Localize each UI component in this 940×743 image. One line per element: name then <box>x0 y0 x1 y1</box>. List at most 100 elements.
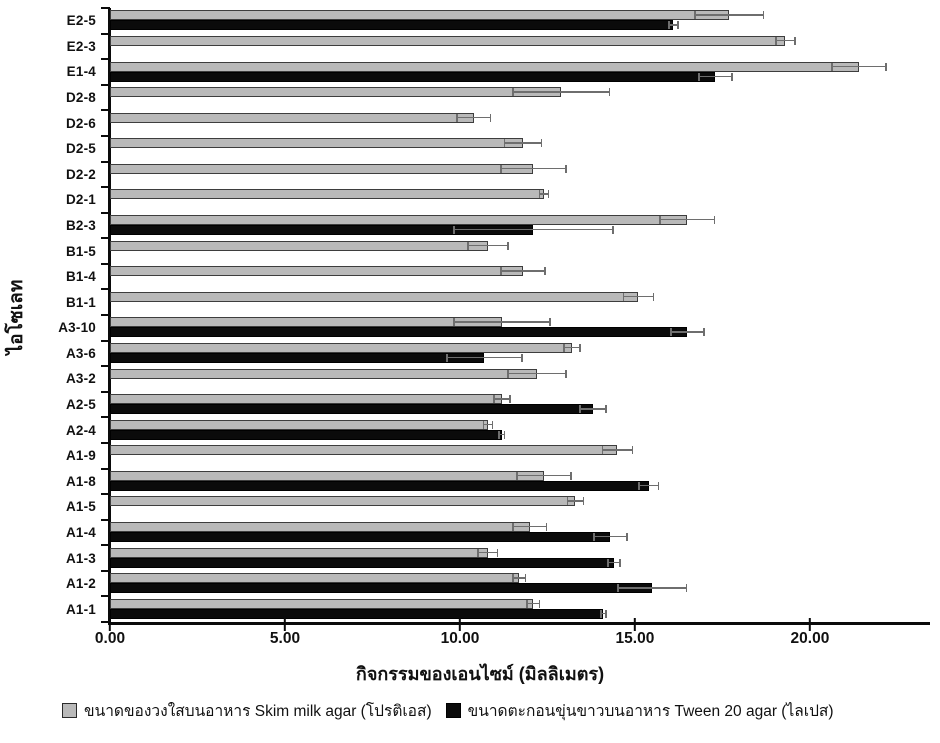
y-axis-tick <box>101 262 110 265</box>
y-axis-tick <box>101 211 110 214</box>
y-tick-label: E2-3 <box>66 38 96 54</box>
lipase-bar <box>110 557 614 568</box>
lipase-bar <box>110 71 716 82</box>
y-axis-tick <box>101 314 110 316</box>
category-row <box>110 264 930 290</box>
y-axis-tick <box>101 441 110 444</box>
y-axis-tick <box>101 83 110 86</box>
error-bar <box>601 446 634 455</box>
legend-label-lipase: ขนาดตะกอนขุ่นขาวบนอาหาร Tween 20 agar (ไ… <box>467 703 834 720</box>
protease-bar <box>110 138 523 149</box>
lipase-bar <box>110 480 649 491</box>
protease-bar <box>110 291 639 302</box>
y-tick-label: E2-5 <box>66 13 96 29</box>
y-tick-label: A1-3 <box>65 550 96 566</box>
error-bar <box>668 21 679 30</box>
y-tick-label: A1-1 <box>65 601 96 617</box>
y-tick-label: A1-4 <box>65 524 96 540</box>
y-axis-tick <box>101 569 110 572</box>
protease-swatch-icon <box>62 703 77 718</box>
y-tick-label: D2-6 <box>65 115 96 131</box>
category-row <box>110 545 930 571</box>
x-tick-label: 15.00 <box>615 630 655 647</box>
y-tick-label: A2-4 <box>65 422 96 438</box>
y-tick-label: A3-6 <box>65 345 96 361</box>
y-tick-label: A1-5 <box>65 499 96 515</box>
error-bar <box>592 533 628 542</box>
category-row <box>110 392 930 418</box>
lipase-bar <box>110 327 688 338</box>
y-axis-tick <box>101 621 110 623</box>
category-row <box>110 520 930 546</box>
y-tick-label: D2-5 <box>65 141 96 157</box>
y-tick-label: B1-1 <box>65 294 96 310</box>
error-bar <box>500 164 567 173</box>
y-axis-tick <box>101 365 110 368</box>
x-axis-tick <box>633 618 637 631</box>
error-bar <box>606 558 621 567</box>
y-tick-label: B1-5 <box>65 243 96 259</box>
category-row <box>110 8 930 34</box>
error-bar <box>482 420 494 429</box>
category-row <box>110 85 930 111</box>
protease-bar <box>110 394 502 405</box>
y-axis-tick <box>101 467 110 470</box>
y-tick-labels: E2-5 E2-3 E1-4 D2-8 D2-6 D2-5 D2-2 D2-1 B2-3 B1-5… <box>0 8 103 622</box>
category-row <box>110 443 930 469</box>
x-tick-label: 20.00 <box>790 630 830 647</box>
legend: ขนาดของวงใสบนอาหาร Skim milk agar (โปรติ… <box>62 698 940 723</box>
lipase-bar <box>110 429 502 440</box>
y-axis-tick <box>101 160 110 163</box>
error-bar <box>498 430 506 439</box>
error-bar <box>538 190 550 199</box>
error-bar <box>500 267 546 276</box>
lipase-bar <box>110 352 485 363</box>
error-bar <box>512 574 527 583</box>
protease-bar <box>110 598 534 609</box>
protease-bar <box>110 240 488 251</box>
y-axis-tick <box>101 339 110 342</box>
y-tick-label: A1-8 <box>65 473 96 489</box>
category-row <box>110 289 930 315</box>
category-row <box>110 238 930 264</box>
y-tick-label: A1-9 <box>65 448 96 464</box>
error-bar <box>578 405 607 414</box>
protease-bar <box>110 215 688 226</box>
x-tick-label: 5.00 <box>269 630 301 647</box>
legend-item-lipase: ขนาดตะกอนขุ่นขาวบนอาหาร Tween 20 agar (ไ… <box>445 698 834 723</box>
protease-bar <box>110 547 488 558</box>
y-tick-label: A3-10 <box>58 320 96 336</box>
error-bar <box>452 318 551 327</box>
y-axis-tick <box>101 595 110 598</box>
category-row <box>110 596 930 622</box>
x-tick-labels: 0.00 5.00 10.00 15.00 20.00 <box>95 630 930 652</box>
category-row <box>110 469 930 495</box>
error-bar <box>526 599 541 608</box>
protease-bar <box>110 266 523 277</box>
y-tick-label: E1-4 <box>66 64 96 80</box>
legend-label-protease: ขนาดของวงใสบนอาหาร Skim milk agar (โปรติ… <box>84 703 432 720</box>
protease-bar <box>110 470 544 481</box>
y-tick-label: B1-4 <box>65 269 96 285</box>
y-axis-tick <box>101 416 110 419</box>
y-axis-tick <box>101 32 110 35</box>
error-bar <box>512 523 548 532</box>
protease-bar <box>110 317 502 328</box>
category-row <box>110 315 930 341</box>
y-axis-tick <box>101 493 110 496</box>
protease-bar <box>110 368 537 379</box>
error-bar <box>456 113 492 122</box>
y-axis-tick <box>101 390 110 393</box>
x-axis-tick <box>808 618 812 631</box>
legend-item-protease: ขนาดของวงใสบนอาหาร Skim milk agar (โปรติ… <box>62 698 432 723</box>
category-row <box>110 366 930 392</box>
error-bar <box>694 11 765 20</box>
category-row <box>110 187 930 213</box>
category-row <box>110 341 930 367</box>
error-bar <box>503 139 543 148</box>
error-bar <box>830 62 887 71</box>
error-bar <box>617 584 688 593</box>
plot-area <box>101 7 930 631</box>
x-axis-tick <box>283 618 287 631</box>
